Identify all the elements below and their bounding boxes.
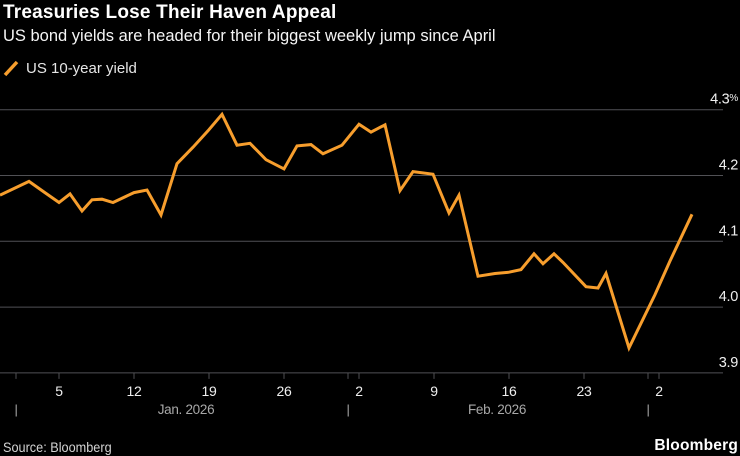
x-axis-day-label: 23 bbox=[577, 383, 592, 399]
x-axis-day-label: 26 bbox=[277, 383, 292, 399]
yield-line-chart: 4.3% 4.2 4.1 4.0 3.9 5 12 19 26 2 9 16 23 2 | Jan. 2026… bbox=[0, 92, 739, 417]
source-attribution: Source: Bloomberg bbox=[3, 440, 112, 455]
month-label: Feb. 2026 bbox=[468, 402, 526, 417]
month-label: Jan. 2026 bbox=[158, 402, 215, 417]
x-axis-day-label: 19 bbox=[202, 383, 217, 399]
chart-title: Treasuries Lose Their Haven Appeal bbox=[3, 2, 337, 23]
month-boundary-marker: | bbox=[646, 402, 649, 417]
chart-subtitle: US bond yields are headed for their bigg… bbox=[3, 27, 496, 45]
month-boundary-marker: | bbox=[14, 402, 17, 417]
month-boundary-marker: | bbox=[346, 402, 349, 417]
x-axis-day-label: 2 bbox=[655, 383, 663, 399]
y-axis-label: 4.0 bbox=[719, 289, 738, 305]
y-axis-label: 4.2 bbox=[719, 158, 738, 174]
x-axis-day-label: 12 bbox=[127, 383, 142, 399]
legend: US 10-year yield bbox=[3, 58, 137, 78]
y-axis-label: 4.1 bbox=[719, 223, 738, 239]
y-axis-label: 3.9 bbox=[719, 355, 738, 371]
y-axis-label: 4.3% bbox=[710, 92, 738, 108]
bloomberg-logo: Bloomberg bbox=[654, 437, 738, 454]
x-axis-day-label: 9 bbox=[430, 383, 438, 399]
yield-line-series bbox=[0, 111, 694, 352]
legend-line-slash-icon bbox=[3, 60, 19, 77]
x-axis-day-label: 2 bbox=[355, 383, 363, 399]
x-axis-day-label: 5 bbox=[55, 383, 63, 399]
x-axis-day-label: 16 bbox=[502, 383, 517, 399]
legend-series-label: US 10-year yield bbox=[26, 59, 137, 77]
